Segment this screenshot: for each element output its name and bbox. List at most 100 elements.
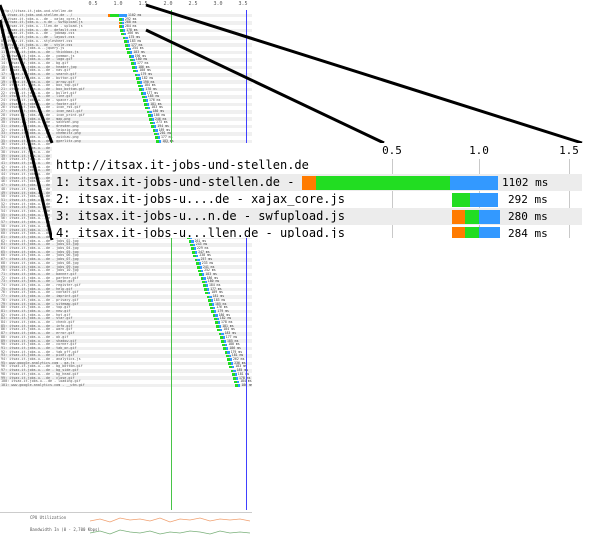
- thumbnail-row[interactable]: 71: itsax.it-jobs-u...de - banner.gif 183…: [0, 272, 252, 277]
- thumbnail-row[interactable]: 63: itsax.it-jobs-u...de - jobs_03.jpg 24…: [0, 242, 252, 247]
- thumbnail-row-duration: 180 ms: [218, 312, 231, 317]
- thumbnail-row-duration: 236 ms: [234, 360, 246, 365]
- download-segment: [140, 84, 144, 88]
- thumbnail-row[interactable]: 85: itsax.it-jobs-u...de - info.gif 181 m…: [0, 323, 252, 329]
- ttfb-segment: [191, 247, 194, 251]
- zoom-row-page: http://itsax.it-jobs-und-stellen.de: [52, 157, 582, 174]
- thumbnail-row-duration: 177 ms: [131, 42, 143, 47]
- thumbnail-row[interactable]: 99: itsax.it-jobs-u...de - close.gif 178 …: [0, 376, 252, 380]
- zoom-row-3[interactable]: 3: itsax.it-jobs-u...n.de - swfupload.js…: [52, 208, 582, 225]
- thumbnail-row[interactable]: 82: itsax.it-jobs-u...de - hot.gif 180 ms: [0, 313, 252, 317]
- thumbnail-row[interactable]: 79: itsax.it-jobs-u...de - sitemap.gif 18…: [0, 302, 252, 306]
- ttfb-segment: [206, 295, 210, 299]
- thumbnail-row[interactable]: 62: itsax.it-jobs-u...de - jobs_02.jpg 26…: [0, 239, 252, 243]
- thumbnail-row-duration: 182 ms: [219, 316, 232, 321]
- zoom-row-label: 1: itsax.it-jobs-und-stellen.de - /: [56, 175, 309, 189]
- ttfb-segment: [465, 227, 479, 238]
- thumbnail-row[interactable]: 84: itsax.it-jobs-u...de - check.gif 178 …: [0, 320, 252, 325]
- thumbnail-row[interactable]: 74: itsax.it-jobs-u...de - register.gif 1…: [0, 283, 252, 288]
- thumbnail-row[interactable]: 92: itsax.it-jobs-u...de - tab_off.gif 17…: [0, 350, 252, 354]
- start-render-line: [171, 10, 172, 510]
- thumbnail-row-duration: 177 ms: [225, 334, 238, 339]
- download-segment: [192, 243, 195, 247]
- thumbnail-row-duration: 178 ms: [221, 320, 233, 324]
- thumbnail-row-label: 66: itsax.it-jobs-u...de - jobs_06.jpg: [1, 253, 79, 258]
- ttfb-segment: [207, 299, 211, 302]
- download-segment: [133, 62, 136, 66]
- thumbnail-row[interactable]: 77: itsax.it-jobs-u...de - imprint.gif 18…: [0, 294, 252, 299]
- thumbnail-row-duration: 284 ms: [125, 24, 137, 28]
- download-segment: [212, 306, 216, 310]
- zoom-row-1[interactable]: 1: itsax.it-jobs-und-stellen.de - / 1102…: [52, 174, 582, 191]
- thumbnail-row-duration: 238 ms: [199, 253, 211, 258]
- thumbnail-row-duration: 261 ms: [194, 238, 207, 243]
- download-segment: [470, 193, 498, 207]
- ttfb-segment: [193, 254, 197, 258]
- download-segment: [121, 21, 124, 25]
- thumbnail-row[interactable]: 91: itsax.it-jobs-u...de - tab_on.gif 186…: [0, 346, 252, 351]
- ttfb-segment: [210, 306, 213, 310]
- thumbnail-row[interactable]: 67: itsax.it-jobs-u...de - jobs_07.jpg 25…: [0, 257, 252, 262]
- thumbnail-row[interactable]: 83: itsax.it-jobs-u...de - star.gif 182 m…: [0, 316, 252, 321]
- thumbnail-row[interactable]: 97: itsax.it-jobs-u...de - bg_side.gif 18…: [0, 368, 252, 373]
- thumbnail-row[interactable]: 90: itsax.it-jobs-u...de - corner.gif 180…: [0, 342, 252, 347]
- ttfb-segment: [137, 80, 140, 84]
- thumbnail-row[interactable]: 76: itsax.it-jobs-u...de - contact.gif 18…: [0, 290, 252, 295]
- thumbnail-row[interactable]: 68: itsax.it-jobs-u...de - jobs_08.jpg 23…: [0, 260, 252, 266]
- ttfb-segment: [218, 332, 222, 336]
- ttfb-segment: [127, 51, 131, 54]
- download-segment: [450, 176, 498, 190]
- download-segment: [221, 332, 224, 336]
- zoom-axis-tick: 1.0: [469, 144, 489, 157]
- thumbnail-row[interactable]: 75: itsax.it-jobs-u...de - help.gif 177 m…: [0, 287, 252, 292]
- thumbnail-row[interactable]: 65: itsax.it-jobs-u...de - jobs_05.jpg 24…: [0, 250, 252, 255]
- thumbnail-row[interactable]: 81: itsax.it-jobs-u...de - new.gif 179 ms: [0, 309, 252, 314]
- zoom-row-4[interactable]: 4: itsax.it-jobs-u...llen.de - upload.js…: [52, 225, 582, 238]
- thumbnail-row-label: 63: itsax.it-jobs-u...de - jobs_03.jpg: [1, 242, 79, 247]
- thumbnail-row[interactable]: 69: itsax.it-jobs-u...de - jobs_09.jpg 24…: [0, 265, 252, 269]
- thumbnail-row[interactable]: 80: itsax.it-jobs-u...de - top.gif 176 ms: [0, 305, 252, 310]
- download-segment: [130, 51, 133, 54]
- thumbnail-row[interactable]: 66: itsax.it-jobs-u...de - jobs_06.jpg 23…: [0, 253, 252, 258]
- thumbnail-row[interactable]: 96: itsax.it-jobs-u...de - bg_bottom.gif…: [0, 364, 252, 369]
- thumbnail-row-label: 96: itsax.it-jobs-u...de - bg_bottom.gif: [1, 364, 83, 369]
- thumbnail-row-duration: 185 ms: [227, 338, 239, 343]
- zoom-row-2[interactable]: 2: itsax.it-jobs-u....de - xajax_core.js…: [52, 191, 582, 208]
- thumbnail-row-duration: 254 ms: [132, 46, 144, 51]
- thumbnail-row[interactable]: 78: itsax.it-jobs-u...de - privacy.gif 18…: [0, 298, 252, 303]
- ttfb-segment: [227, 358, 230, 362]
- download-segment: [205, 284, 208, 288]
- ttfb-segment: [123, 40, 127, 43]
- thumbnail-row-duration: 252 ms: [204, 268, 216, 273]
- thumbnail-row[interactable]: 100: itsax.it-jobs-u...de - loading.gif 1…: [0, 379, 252, 384]
- ttfb-segment: [215, 321, 218, 325]
- ttfb-segment: [198, 269, 201, 273]
- ttfb-segment: [231, 373, 235, 376]
- download-segment: [234, 373, 237, 376]
- thumbnail-row[interactable]: 64: itsax.it-jobs-u...de - jobs_04.jpg 22…: [0, 246, 252, 251]
- thumbnail-row[interactable]: 94: itsax.it-jobs-u...de - analytics.js 2…: [0, 357, 252, 362]
- thumbnail-row[interactable]: 93: itsax.it-jobs-u...de - pixel.gif 181 …: [0, 353, 252, 358]
- thumbnail-row[interactable]: 98: itsax.it-jobs-u...de - bg_head.gif 18…: [0, 372, 252, 377]
- thumbnail-row-label: 100: itsax.it-jobs-u...de - loading.gif: [1, 379, 81, 384]
- thumbnail-row[interactable]: 89: itsax.it-jobs-u...de - shadow.gif 185…: [0, 339, 252, 343]
- thumbnail-row[interactable]: 95: www.google-analytics.com - ga.js 236 …: [0, 360, 252, 366]
- thumbnail-row[interactable]: 73: itsax.it-jobs-u...de - login.gif 180 …: [0, 279, 252, 284]
- thumbnail-row-duration: 233 ms: [201, 260, 214, 265]
- zoom-grid-line: [392, 159, 393, 238]
- thumbnail-row-duration: 181 ms: [222, 323, 234, 328]
- thumbnail-row[interactable]: 88: itsax.it-jobs-u...de - ok.gif 177 ms: [0, 334, 252, 340]
- thumbnail-row-duration: 184 ms: [209, 283, 221, 287]
- thumbnail-row-label: 70: itsax.it-jobs-u...de - jobs_10.jpg: [1, 268, 79, 273]
- download-segment: [143, 92, 146, 95]
- thumbnail-row[interactable]: 101: www.google-analytics.com - __utm.gi…: [0, 383, 252, 388]
- thumbnail-row[interactable]: 72: itsax.it-jobs-u...de - partner.gif 18…: [0, 276, 252, 280]
- thumbnail-row[interactable]: 86: itsax.it-jobs-u...de - warn.gif 184 m…: [0, 327, 252, 332]
- ttfb-segment: [203, 284, 206, 288]
- thumbnail-row-label: 95: www.google-analytics.com - ga.js: [1, 360, 75, 365]
- thumbnail-row[interactable]: 87: itsax.it-jobs-u...de - error.gif 183 …: [0, 331, 252, 336]
- thumbnail-row-label: 72: itsax.it-jobs-u...de - partner.gif: [1, 275, 79, 280]
- thumbnail-row-duration: 181 ms: [212, 294, 225, 299]
- ttfb-segment: [141, 95, 145, 99]
- thumbnail-row[interactable]: 70: itsax.it-jobs-u...de - jobs_10.jpg 25…: [0, 268, 252, 273]
